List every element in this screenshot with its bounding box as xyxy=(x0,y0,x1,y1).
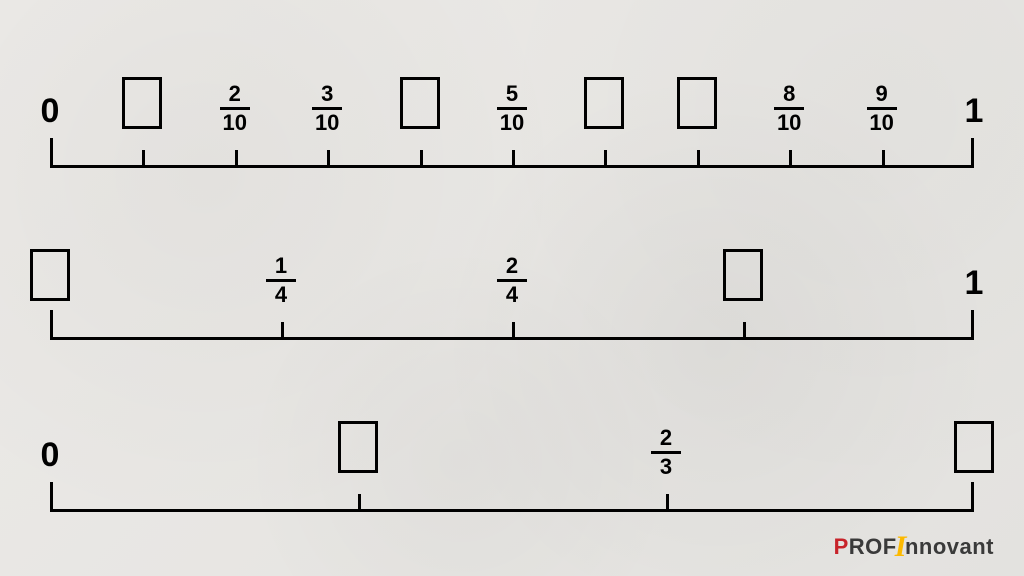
tick xyxy=(281,322,284,340)
watermark-rest: nnovant xyxy=(905,534,994,559)
endpoint-label: 1 xyxy=(965,94,984,128)
fraction: 510 xyxy=(497,83,527,134)
blank-input-box[interactable] xyxy=(338,421,378,473)
fraction-label: 24 xyxy=(497,255,527,306)
fraction-label: 910 xyxy=(867,83,897,134)
fraction-numerator: 5 xyxy=(506,83,518,107)
endpoint-label: 0 xyxy=(41,94,60,128)
fraction-denominator: 10 xyxy=(315,110,339,134)
tick xyxy=(512,150,515,168)
tick xyxy=(235,150,238,168)
fraction: 14 xyxy=(266,255,296,306)
tick xyxy=(604,150,607,168)
fraction-label: 210 xyxy=(220,83,250,134)
axis-line xyxy=(50,337,974,340)
axis-line xyxy=(50,165,974,168)
endpoint-value: 1 xyxy=(965,264,984,302)
axis xyxy=(50,482,974,512)
labels: 02103105108109101 xyxy=(50,76,974,136)
watermark-p: P xyxy=(834,534,849,559)
tick xyxy=(882,150,885,168)
endpoint-value: 0 xyxy=(41,436,60,474)
tick-end xyxy=(971,482,974,512)
tick xyxy=(666,494,669,512)
fraction-denominator: 10 xyxy=(777,110,801,134)
fraction-numerator: 2 xyxy=(229,83,241,107)
fraction-denominator: 10 xyxy=(223,110,247,134)
fraction: 910 xyxy=(867,83,897,134)
fraction-numerator: 1 xyxy=(275,255,287,279)
fraction-denominator: 10 xyxy=(500,110,524,134)
fraction-label: 23 xyxy=(651,427,681,478)
tick xyxy=(420,150,423,168)
blank-box xyxy=(122,77,162,134)
blank-input-box[interactable] xyxy=(677,77,717,129)
blank-input-box[interactable] xyxy=(400,77,440,129)
tick xyxy=(358,494,361,512)
blank-box xyxy=(677,77,717,134)
endpoint-label: 1 xyxy=(965,266,984,300)
number-line-row: 14241 xyxy=(50,230,974,340)
fraction-numerator: 2 xyxy=(506,255,518,279)
tick-end xyxy=(971,138,974,168)
tick xyxy=(697,150,700,168)
fraction-label: 510 xyxy=(497,83,527,134)
fraction-label: 810 xyxy=(774,83,804,134)
tick xyxy=(743,322,746,340)
fraction-numerator: 2 xyxy=(660,427,672,451)
endpoint-label: 0 xyxy=(41,438,60,472)
blank-input-box[interactable] xyxy=(723,249,763,301)
tick-end xyxy=(50,138,53,168)
number-line-row: 023 xyxy=(50,402,974,512)
fraction-denominator: 3 xyxy=(660,454,672,478)
labels: 14241 xyxy=(50,248,974,308)
tick-end xyxy=(50,482,53,512)
axis-line xyxy=(50,509,974,512)
fraction: 310 xyxy=(312,83,342,134)
blank-input-box[interactable] xyxy=(584,77,624,129)
fraction-label: 14 xyxy=(266,255,296,306)
blank-box xyxy=(584,77,624,134)
blank-box xyxy=(338,421,378,478)
tick-end xyxy=(971,310,974,340)
fraction-numerator: 8 xyxy=(783,83,795,107)
fraction-label: 310 xyxy=(312,83,342,134)
fraction: 24 xyxy=(497,255,527,306)
blank-input-box[interactable] xyxy=(30,249,70,301)
blank-input-box[interactable] xyxy=(122,77,162,129)
fraction-numerator: 3 xyxy=(321,83,333,107)
tick-end xyxy=(50,310,53,340)
endpoint-value: 0 xyxy=(41,92,60,130)
fraction-denominator: 4 xyxy=(506,282,518,306)
tick xyxy=(789,150,792,168)
fraction: 810 xyxy=(774,83,804,134)
tick xyxy=(327,150,330,168)
watermark-rof: ROF xyxy=(849,534,897,559)
endpoint-value: 1 xyxy=(965,92,984,130)
tick xyxy=(512,322,515,340)
blank-input-box[interactable] xyxy=(954,421,994,473)
axis xyxy=(50,310,974,340)
blank-box xyxy=(954,421,994,478)
fraction: 210 xyxy=(220,83,250,134)
blank-box xyxy=(30,249,70,306)
tick xyxy=(142,150,145,168)
fraction-numerator: 9 xyxy=(875,83,887,107)
watermark: PROFInnovant xyxy=(834,530,994,564)
labels: 023 xyxy=(50,420,974,480)
blank-box xyxy=(400,77,440,134)
fraction-denominator: 4 xyxy=(275,282,287,306)
blank-box xyxy=(723,249,763,306)
number-line-row: 02103105108109101 xyxy=(50,58,974,168)
axis xyxy=(50,138,974,168)
fraction: 23 xyxy=(651,427,681,478)
fraction-denominator: 10 xyxy=(869,110,893,134)
